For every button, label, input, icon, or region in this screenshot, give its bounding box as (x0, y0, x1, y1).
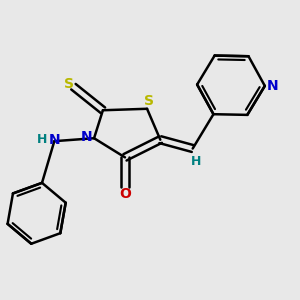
Text: O: O (119, 187, 131, 201)
Text: H: H (37, 133, 48, 146)
Text: S: S (64, 77, 74, 91)
Text: N: N (81, 130, 92, 144)
Text: N: N (266, 79, 278, 93)
Text: H: H (190, 155, 201, 168)
Text: N: N (49, 133, 60, 147)
Text: S: S (143, 94, 154, 108)
